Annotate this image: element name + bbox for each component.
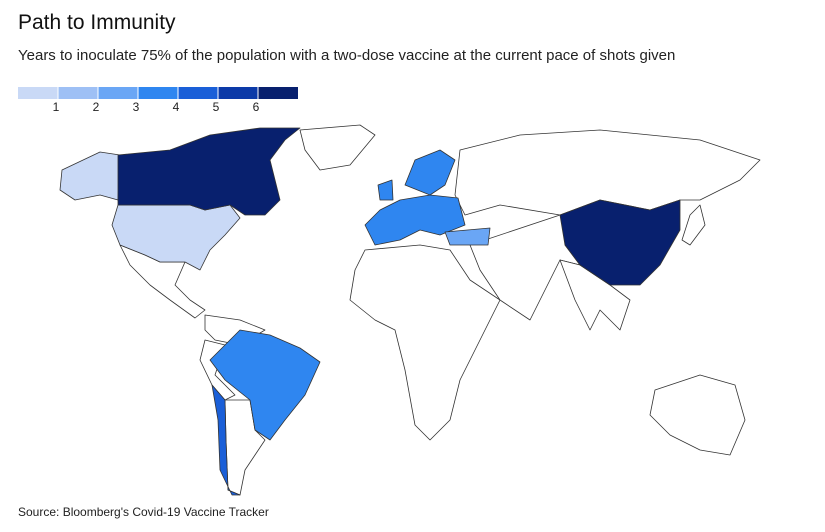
region-china [559,199,681,286]
legend-swatch [98,87,138,99]
region-chile [211,384,241,496]
legend: 1 2 3 4 5 6 [18,87,298,114]
legend-swatch [178,87,218,99]
region-brazil [209,329,321,441]
region-scandinavia [404,149,456,196]
greenland [299,124,376,171]
title: Path to Immunity [18,11,176,34]
legend-tick-label: 3 [133,100,140,114]
legend-swatch [138,87,178,99]
japan [681,204,706,246]
australia [649,374,746,456]
legend-swatch [58,87,98,99]
legend-tick-label: 4 [173,100,180,114]
region-canada [117,127,301,216]
region-turkey [444,227,491,246]
legend-swatch [18,87,58,99]
legend-tick-label: 1 [53,100,60,114]
region-alaska [59,151,121,201]
legend-swatch [258,87,298,99]
legend-tick-label: 2 [93,100,100,114]
source: Source: Bloomberg's Covid-19 Vaccine Tra… [18,505,269,519]
region-europe [364,194,466,246]
legend-swatch [218,87,258,99]
legend-tick-label: 5 [213,100,220,114]
legend-tick-label: 6 [253,100,260,114]
region-uk [377,179,394,201]
subtitle: Years to inoculate 75% of the population… [18,47,675,64]
africa [349,244,501,441]
world-map [59,124,761,496]
russia [454,129,761,216]
